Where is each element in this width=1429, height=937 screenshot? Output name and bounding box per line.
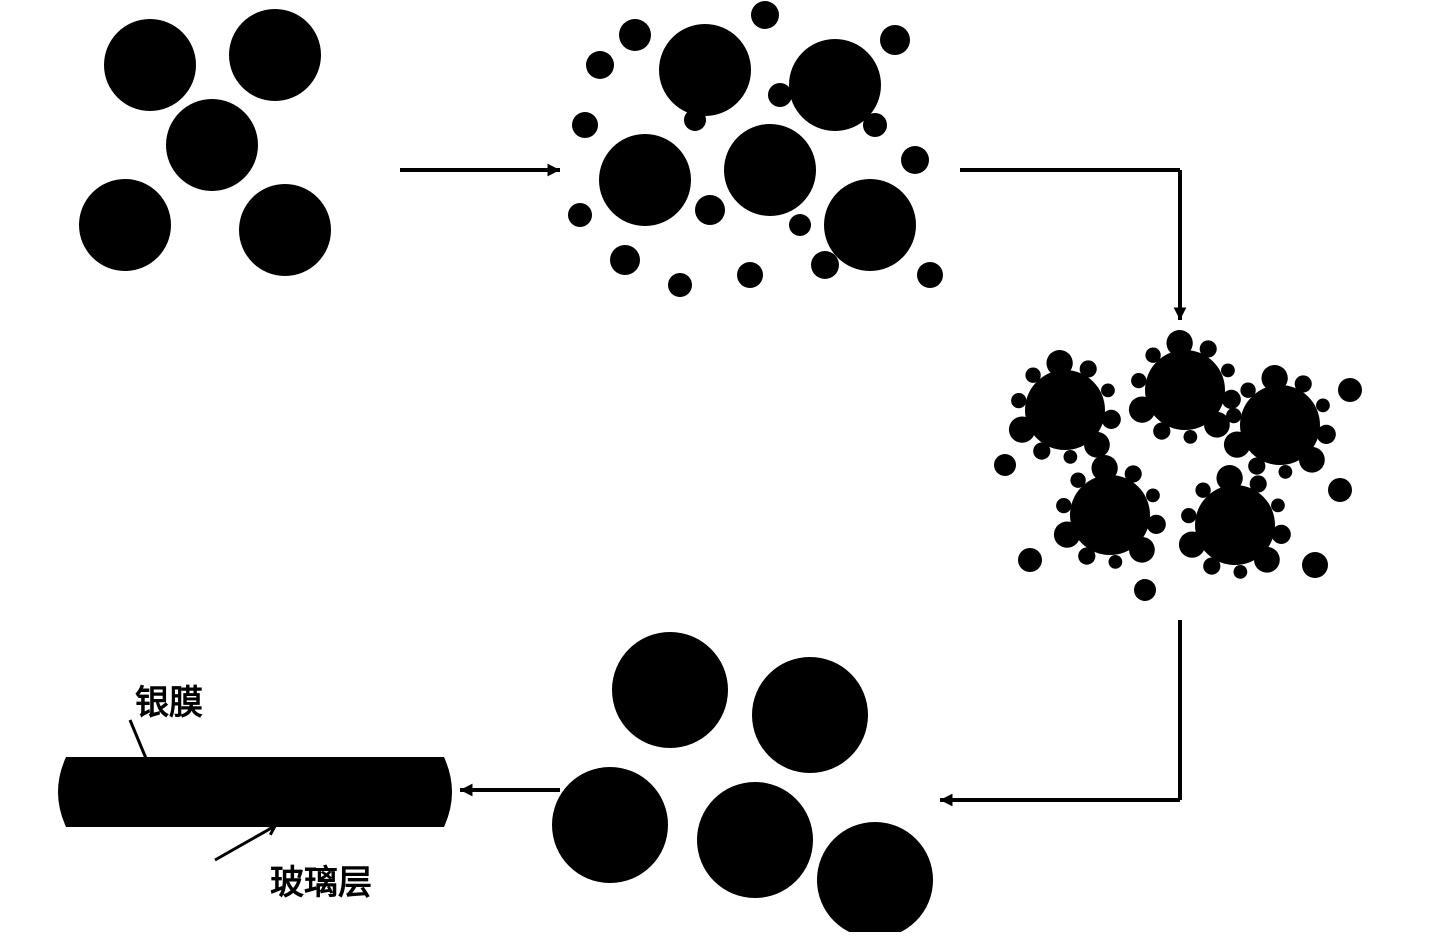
arrow-3-4b: [940, 794, 1180, 807]
stage-4: [552, 632, 933, 932]
glass-label: 玻璃层: [270, 855, 372, 904]
stage-1: [79, 9, 331, 276]
film-label: 银膜: [135, 675, 203, 724]
callout-glass: [215, 826, 275, 860]
arrow-2-3b: [1174, 170, 1187, 320]
film-substrate: [61, 760, 449, 824]
arrow-1-2: [400, 164, 560, 177]
diagram-canvas: 银膜 玻璃层: [0, 0, 1429, 932]
diagram-svg: [0, 0, 1429, 932]
stage-2: [568, 1, 943, 297]
arrow-4-5: [460, 784, 560, 797]
stage-3: [994, 330, 1362, 601]
